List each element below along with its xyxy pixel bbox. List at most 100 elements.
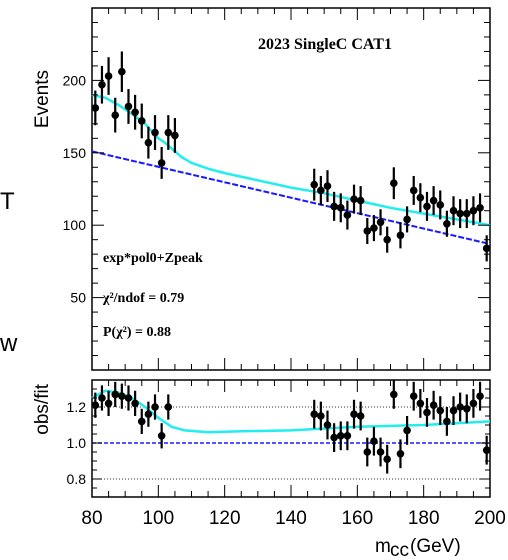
y-tick-label-top-100: 100 [63,217,87,233]
bottom-point-19 [356,412,365,420]
top-point-27 [403,215,411,224]
x-tick-label-100: 100 [142,508,174,529]
y-axis-title-bottom: obs/fit [32,383,53,434]
top-point-13 [310,180,319,189]
top-point-4 [118,67,126,76]
bottom-point-2 [104,399,113,408]
y-tick-label-top-50: 50 [70,290,86,306]
bottom-point-13 [317,412,325,420]
top-point-0 [91,104,100,112]
bottom-data-points [91,380,491,474]
top-point-38 [476,204,484,212]
x-tick-label-160: 160 [341,508,373,529]
top-point-21 [363,227,372,235]
bottom-point-9 [151,403,159,411]
x-tick-label-180: 180 [408,508,440,529]
x-axis-title-subscript: cc [390,540,409,560]
bottom-point-15 [330,433,338,442]
bottom-point-26 [403,426,411,435]
top-point-32 [436,201,445,209]
top-point-29 [416,193,425,202]
bottom-point-31 [436,406,445,415]
top-point-12 [171,131,179,140]
top-point-22 [370,224,378,232]
top-point-37 [469,206,478,215]
bottom-point-0 [91,401,100,410]
top-point-3 [111,111,120,119]
bottom-point-21 [370,437,378,446]
x-axis-title-unit: (GeV) [410,536,461,557]
bottom-point-18 [350,410,358,419]
top-point-20 [356,196,365,205]
bottom-point-6 [131,399,139,408]
top-point-33 [443,219,451,228]
top-point-10 [157,159,166,167]
top-data-points [91,51,491,262]
top-point-31 [429,196,438,205]
top-point-8 [144,138,153,147]
bottom-point-1 [98,394,106,402]
top-point-26 [396,231,405,240]
y-tick-label-bottom-1.2: 1.2 [67,399,87,415]
y-axis-title-top: Events [32,70,53,128]
chart-title: 2023 SingleC CAT1 [258,36,392,53]
bottom-point-28 [416,399,425,408]
top-point-35 [456,209,464,218]
top-point-11 [164,128,173,137]
top-point-17 [336,204,345,212]
annotation-model: exp*pol0+Zpeak [103,251,203,266]
bottom-point-38 [482,446,491,455]
x-tick-label-140: 140 [275,508,307,529]
x-axis-title-m: m [375,536,391,557]
bottom-point-16 [336,432,345,440]
bottom-point-37 [476,392,484,401]
y-tick-label-top-200: 200 [63,72,87,88]
stray-text-w: w [0,330,18,357]
top-point-1 [98,80,106,89]
bottom-point-27 [409,392,418,401]
x-tick-label-120: 120 [209,508,241,529]
top-point-15 [323,182,332,190]
bottom-point-20 [363,448,372,456]
y-tick-label-bottom-0.8: 0.8 [67,471,87,487]
y-tick-label-top-150: 150 [63,145,87,161]
top-panel-frame [91,7,491,371]
bottom-point-10 [157,432,166,440]
tick-labels: 50 100 150 200 0.8 1.0 1.2 80 100 120 140 160 180 200 [63,72,506,529]
top-point-25 [390,179,398,188]
y-tick-label-bottom-1: 1.0 [67,435,87,451]
bottom-point-23 [383,455,391,464]
bottom-point-30 [429,401,438,410]
top-point-39 [482,244,491,253]
top-point-30 [423,202,431,211]
axis-ticks [91,8,491,497]
fit-background-blue [91,150,491,245]
top-point-34 [449,206,458,215]
top-point-2 [104,72,113,80]
bottom-point-25 [396,450,405,458]
top-point-5 [124,102,133,111]
top-point-9 [151,128,159,137]
bottom-point-7 [137,417,146,426]
top-point-18 [343,211,352,219]
x-tick-label-200: 200 [474,508,506,529]
bottom-point-32 [443,417,451,426]
top-fit-curves [91,93,491,245]
annotation-pchi2: P(χ²) = 0.88 [103,325,171,340]
top-point-7 [137,117,146,125]
bottom-point-35 [462,405,471,413]
bottom-point-12 [310,410,319,419]
top-point-23 [376,218,385,227]
top-point-14 [317,186,325,195]
bottom-point-36 [469,399,478,408]
bottom-point-3 [111,390,120,399]
bottom-point-22 [376,448,385,456]
x-tick-label-80: 80 [81,508,102,529]
annotation-chi2: χ²/ndof = 0.79 [102,291,184,306]
x-axis-title: m cc (GeV) [375,536,461,560]
top-point-6 [131,108,139,117]
top-point-19 [350,195,358,203]
top-point-24 [383,235,391,244]
top-point-28 [409,186,418,195]
